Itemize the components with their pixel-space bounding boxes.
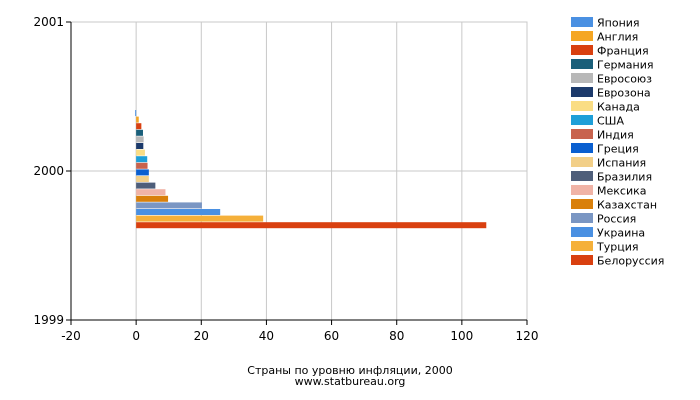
bar xyxy=(136,136,144,143)
x-tick-label: 20 xyxy=(194,329,209,343)
legend-label: Япония xyxy=(597,17,640,30)
bar xyxy=(136,222,487,229)
bar xyxy=(136,202,202,209)
bar xyxy=(136,116,139,123)
legend-label: Франция xyxy=(597,45,649,58)
bar xyxy=(136,162,148,169)
legend-swatch xyxy=(571,143,593,153)
legend-label: Германия xyxy=(597,59,653,72)
legend-swatch xyxy=(571,199,593,209)
x-tick-label: 0 xyxy=(132,329,140,343)
y-tick-label: 1999 xyxy=(33,313,64,327)
bar xyxy=(136,209,221,215)
bars xyxy=(135,110,487,229)
chart-caption: Страны по уровню инфляции, 2000 xyxy=(247,364,452,377)
legend-swatch xyxy=(571,227,593,237)
bar xyxy=(136,169,149,176)
legend-label: США xyxy=(597,115,624,128)
legend-swatch xyxy=(571,17,593,27)
axes: 2001 2000 1999 -20 0 20 40 60 80 100 120 xyxy=(33,15,538,343)
legend-swatch xyxy=(571,241,593,251)
bar xyxy=(136,189,166,196)
legend-swatch xyxy=(571,171,593,181)
legend-label: Украина xyxy=(597,227,645,240)
source-caption: www.statbureau.org xyxy=(295,375,406,388)
y-tick-label: 2001 xyxy=(33,15,64,29)
x-tick-label: 80 xyxy=(389,329,404,343)
legend-label: Мексика xyxy=(597,185,646,198)
y-tick-label: 2000 xyxy=(33,164,64,178)
legend-swatch xyxy=(571,115,593,125)
legend-label: Турция xyxy=(596,241,638,254)
bar xyxy=(136,149,145,156)
x-tick-label: 100 xyxy=(450,329,473,343)
legend-swatch xyxy=(571,129,593,139)
legend-label: Англия xyxy=(597,31,638,44)
legend-label: Греция xyxy=(597,143,639,156)
legend-swatch xyxy=(571,101,593,111)
x-tick-label: 60 xyxy=(324,329,339,343)
legend-label: Испания xyxy=(597,157,646,170)
bar xyxy=(136,215,264,222)
bar xyxy=(135,110,137,116)
legend-swatch xyxy=(571,213,593,223)
legend-swatch xyxy=(571,73,593,83)
legend-swatch xyxy=(571,185,593,195)
x-tick-label: -20 xyxy=(61,329,81,343)
legend-label: Евросоюз xyxy=(597,73,652,86)
bar xyxy=(136,156,148,163)
bar xyxy=(136,195,169,202)
legend-label: Индия xyxy=(597,129,634,142)
legend-swatch xyxy=(571,157,593,167)
bar xyxy=(136,182,156,189)
legend-swatch xyxy=(571,59,593,69)
legend-label: Казахстан xyxy=(597,199,657,212)
legend-swatch xyxy=(571,87,593,97)
bar xyxy=(136,176,149,182)
legend-label: Россия xyxy=(597,213,636,226)
legend-label: Бразилия xyxy=(597,171,652,184)
bar xyxy=(136,123,142,130)
bar xyxy=(136,143,144,149)
bar xyxy=(136,129,143,136)
legend-swatch xyxy=(571,255,593,265)
legend: ЯпонияАнглияФранцияГерманияЕвросоюзЕвроз… xyxy=(571,17,664,268)
legend-swatch xyxy=(571,31,593,41)
x-tick-label: 40 xyxy=(259,329,274,343)
legend-label: Канада xyxy=(597,101,640,114)
legend-swatch xyxy=(571,45,593,55)
x-tick-label: 120 xyxy=(516,329,539,343)
legend-label: Еврозона xyxy=(597,87,651,100)
legend-label: Белоруссия xyxy=(597,255,664,268)
